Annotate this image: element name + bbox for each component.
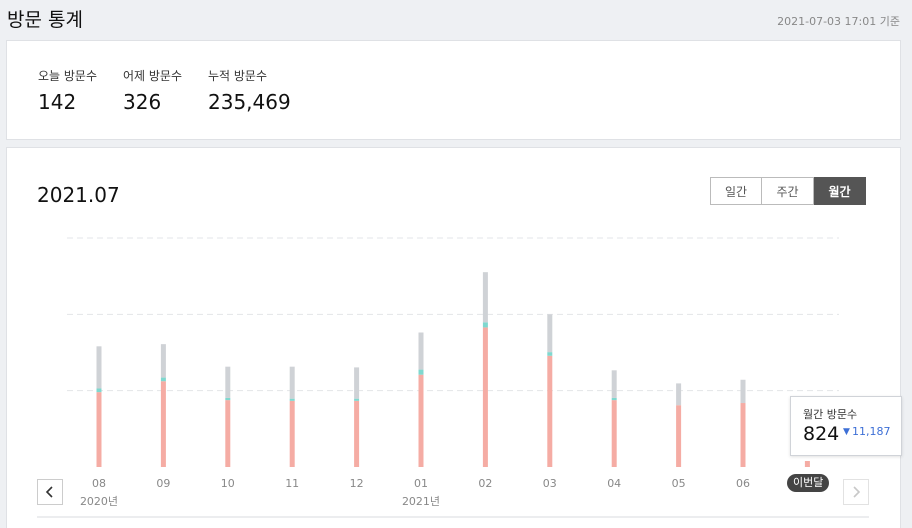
bar-segment[interactable]: [96, 392, 102, 467]
bar-segment[interactable]: [160, 381, 166, 467]
bar-segment[interactable]: [160, 344, 166, 378]
bar-segment[interactable]: [418, 332, 424, 370]
page-title: 방문 통계: [7, 9, 83, 31]
bar-segment[interactable]: [354, 398, 360, 401]
stat-today: 오늘 방문수 142: [38, 67, 97, 114]
bar-segment[interactable]: [289, 366, 295, 399]
summary-card: 오늘 방문수 142 어제 방문수 326 누적 방문수 235,469: [6, 40, 901, 140]
x-tick-label: 12: [350, 477, 364, 490]
x-tick-label: 03: [543, 477, 557, 490]
bar-segment[interactable]: [225, 397, 231, 401]
bar-segment[interactable]: [676, 405, 682, 467]
chart-card: 2021.07 일간 주간 월간 08 09 10 11 12 01 02 03 04 05 06 2…: [6, 147, 902, 528]
x-tick-label: 09: [156, 477, 170, 490]
tooltip-label: 월간 방문수: [803, 408, 858, 421]
bar-segment[interactable]: [96, 388, 102, 393]
bar-segment[interactable]: [289, 398, 295, 401]
current-month-badge: 이번달: [787, 474, 830, 492]
stat-yesterday-label: 어제 방문수: [123, 69, 183, 83]
year-label: 2020년: [80, 495, 118, 508]
bar-segment[interactable]: [418, 369, 424, 375]
bar-segment[interactable]: [160, 377, 166, 382]
bar-segment[interactable]: [418, 374, 424, 467]
stat-yesterday: 어제 방문수 326: [123, 67, 182, 114]
tooltip-value: 824: [803, 423, 840, 445]
period-toggle: 일간 주간 월간: [710, 177, 866, 205]
visits-bar-chart: 08 09 10 11 12 01 02 03 04 05 06 2020년 2021년: [37, 237, 869, 518]
x-tick-label: 10: [221, 477, 235, 490]
bar-segment[interactable]: [482, 327, 488, 467]
bar-segment[interactable]: [96, 346, 102, 389]
x-tick-label: 04: [607, 477, 621, 490]
bar-segment[interactable]: [482, 272, 488, 323]
tab-monthly[interactable]: 월간: [814, 177, 866, 205]
tab-daily[interactable]: 일간: [710, 177, 762, 205]
triangle-down-icon: ▼: [843, 427, 850, 437]
bar-segment[interactable]: [804, 461, 810, 467]
bar-segment[interactable]: [354, 367, 360, 399]
chevron-left-icon: [45, 486, 53, 498]
x-tick-label: 08: [92, 477, 106, 490]
bar-segment[interactable]: [676, 383, 682, 406]
prev-period-button[interactable]: [37, 479, 63, 505]
bar-segment[interactable]: [740, 379, 746, 404]
x-tick-label: 11: [285, 477, 299, 490]
bar-segment[interactable]: [740, 403, 746, 467]
bar-segment[interactable]: [289, 400, 295, 467]
year-label: 2021년: [402, 495, 440, 508]
bar-segment[interactable]: [482, 322, 488, 328]
monthly-visits-tooltip: 월간 방문수 824 ▼ 11,187: [790, 396, 902, 456]
stat-yesterday-value: 326: [123, 90, 162, 114]
x-tick-label: 05: [672, 477, 686, 490]
bar-segment[interactable]: [225, 400, 231, 467]
bar-segment[interactable]: [611, 370, 617, 398]
stat-total-value: 235,469: [208, 90, 291, 114]
stat-total: 누적 방문수 235,469: [208, 67, 291, 114]
next-period-button[interactable]: [843, 479, 869, 505]
chart-period-title: 2021.07: [37, 183, 120, 207]
stat-today-label: 오늘 방문수: [38, 69, 98, 83]
tab-weekly[interactable]: 주간: [762, 177, 814, 205]
stat-today-value: 142: [38, 90, 77, 114]
bar-segment[interactable]: [225, 366, 231, 398]
x-tick-label: 02: [478, 477, 492, 490]
bar-segment[interactable]: [611, 400, 617, 467]
stat-total-label: 누적 방문수: [208, 69, 268, 83]
chevron-right-icon: [853, 486, 861, 498]
bar-segment[interactable]: [547, 355, 553, 467]
bar-segment[interactable]: [611, 397, 617, 401]
x-tick-label: 01: [414, 477, 428, 490]
x-tick-label: 06: [736, 477, 750, 490]
bar-segment[interactable]: [547, 314, 553, 353]
bar-segment[interactable]: [354, 400, 360, 467]
stats-timestamp: 2021-07-03 17:01 기준: [777, 15, 900, 28]
bar-segment[interactable]: [547, 352, 553, 356]
tooltip-delta: 11,187: [852, 425, 891, 438]
